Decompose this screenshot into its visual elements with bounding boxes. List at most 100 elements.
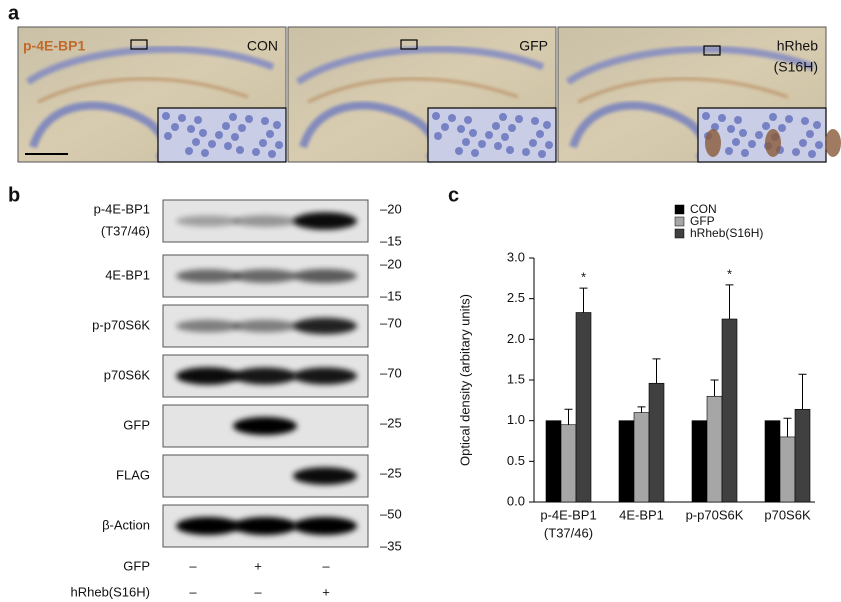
nucleus [238, 124, 246, 132]
error-bar [579, 287, 588, 313]
nucleus [268, 150, 276, 158]
nucleus [529, 139, 537, 147]
condition-label: GFP [519, 38, 548, 54]
error-bar [783, 417, 792, 437]
nucleus [441, 123, 449, 131]
nucleus [725, 147, 733, 155]
bar [764, 420, 781, 503]
legend-swatch [674, 228, 685, 239]
nucleus [718, 114, 726, 122]
x-tick-label: p-p70S6K [686, 507, 744, 522]
stained-cell [705, 129, 721, 157]
condition-sign: + [254, 558, 262, 573]
band [176, 269, 240, 283]
nucleus [187, 125, 195, 133]
band [293, 467, 357, 485]
y-tick-label: 2.0 [507, 331, 525, 346]
nucleus [201, 149, 209, 157]
legend-label: CON [690, 202, 717, 216]
western-blots: p-4E-BP1 (T37/46) –20 –15 4E-BP1 –20 –15 p-p70S… [71, 199, 402, 599]
stain-label: p-4E-BP1 [23, 38, 85, 54]
nucleus [224, 142, 232, 150]
x-tick-label: 4E-BP1 [619, 507, 664, 522]
nucleus [739, 129, 747, 137]
panel-label: a [8, 2, 20, 24]
cell-layer [25, 45, 275, 85]
nucleus [199, 129, 207, 137]
legend-label: hRheb(S16H) [690, 226, 763, 240]
condition-sign: – [189, 584, 197, 599]
condition-sign: – [189, 558, 197, 573]
nucleus [485, 131, 493, 139]
nucleus [806, 130, 814, 138]
band [176, 517, 240, 535]
nucleus [515, 115, 523, 123]
nucleus [208, 140, 216, 148]
fiber [307, 77, 519, 104]
nucleus [741, 149, 749, 157]
nucleus [769, 113, 777, 121]
error-bar [710, 379, 719, 397]
y-axis-title: Optical density (arbitary units) [457, 294, 472, 466]
band [293, 317, 357, 335]
roi-box [703, 45, 721, 56]
condition-sign: – [322, 558, 330, 573]
nucleus [494, 142, 502, 150]
micrographs: CON GFP hRheb (S16H) p-4E-BP1 [17, 26, 841, 163]
nucleus [543, 121, 551, 129]
blot-label: FLAG [116, 467, 150, 482]
legend-label: GFP [690, 214, 715, 228]
nucleus [178, 114, 186, 122]
roi-box [130, 39, 148, 50]
nucleus [164, 132, 172, 140]
nucleus [799, 139, 807, 147]
nucleus [215, 131, 223, 139]
bar [721, 318, 738, 503]
condition-sign: – [254, 584, 262, 599]
nucleus [506, 146, 514, 154]
significance: * [581, 270, 586, 285]
mw-marker: –15 [380, 233, 402, 248]
x-tick-label: p70S6K [764, 507, 811, 522]
fiber [577, 77, 789, 104]
bar-chart: 0.0 0.5 1.0 1.5 2.0 2.5 3.0 Optical density (ar… [457, 202, 815, 540]
legend-swatch [674, 204, 685, 215]
bar [618, 420, 635, 503]
nucleus [813, 121, 821, 129]
nucleus [192, 138, 200, 146]
nucleus [469, 129, 477, 137]
mw-marker: –35 [380, 538, 402, 553]
bar [560, 424, 577, 503]
nucleus [538, 150, 546, 158]
band [293, 517, 357, 535]
y-tick-label: 1.0 [507, 412, 525, 427]
y-tick-label: 3.0 [507, 249, 525, 264]
nucleus [464, 116, 472, 124]
error-bar [725, 284, 734, 319]
nucleus [171, 123, 179, 131]
nucleus [185, 147, 193, 155]
bar [575, 312, 592, 503]
y-tick-label: 2.5 [507, 290, 525, 305]
band [233, 215, 297, 227]
bar [691, 420, 708, 503]
x-tick-label: p-4E-BP1 [540, 507, 596, 522]
nucleus [266, 130, 274, 138]
y-tick-label: 0.0 [507, 493, 525, 508]
blot-label: p-p70S6K [92, 317, 150, 332]
fiber [37, 77, 249, 104]
stained-cell [765, 129, 781, 157]
roi-box [400, 39, 418, 50]
nucleus [455, 147, 463, 155]
band [176, 367, 240, 385]
band [293, 269, 357, 283]
stained-cell [825, 129, 841, 157]
bar [706, 395, 723, 503]
mw-marker: –20 [380, 201, 402, 216]
error-bar [564, 408, 573, 425]
nucleus [434, 132, 442, 140]
bar [779, 436, 796, 503]
error-bar [798, 373, 807, 410]
nucleus [808, 150, 816, 158]
